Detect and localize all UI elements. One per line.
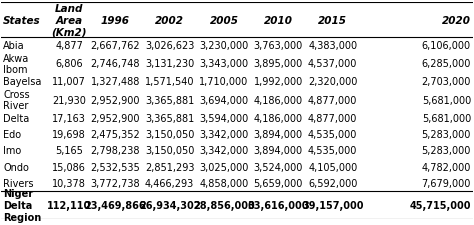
Text: 4,105,000: 4,105,000 [308,162,357,172]
Text: 3,894,000: 3,894,000 [254,146,303,156]
Text: 2,851,293: 2,851,293 [145,162,194,172]
Text: Edo: Edo [3,129,21,139]
Text: 26,934,302: 26,934,302 [139,200,201,210]
Text: 4,877,000: 4,877,000 [308,113,357,123]
Text: Cross
River: Cross River [3,89,30,111]
Text: 1996: 1996 [101,16,130,26]
Text: 11,007: 11,007 [52,77,86,87]
Text: 3,342,000: 3,342,000 [200,146,249,156]
Text: 33,616,000: 33,616,000 [247,200,309,210]
Text: 2,798,238: 2,798,238 [91,146,140,156]
Text: Ondo: Ondo [3,162,29,172]
Text: 4,186,000: 4,186,000 [254,95,303,105]
Text: States: States [3,16,41,26]
Text: Delta: Delta [3,113,29,123]
Text: 3,365,881: 3,365,881 [145,95,194,105]
Text: 2,952,900: 2,952,900 [91,113,140,123]
Text: 3,150,050: 3,150,050 [145,146,194,156]
Text: 3,343,000: 3,343,000 [200,59,248,69]
Text: 4,877,000: 4,877,000 [308,95,357,105]
Text: 3,594,000: 3,594,000 [200,113,249,123]
Text: 6,592,000: 6,592,000 [308,178,357,188]
Text: 4,535,000: 4,535,000 [308,129,357,139]
Text: Niger
Delta
Region: Niger Delta Region [3,189,41,222]
Text: Imo: Imo [3,146,21,156]
Text: 3,342,000: 3,342,000 [200,129,249,139]
Text: 6,106,000: 6,106,000 [422,41,471,51]
Text: 5,681,000: 5,681,000 [422,113,471,123]
Text: 2010: 2010 [264,16,293,26]
Text: 112,110: 112,110 [47,200,91,210]
Text: 7,679,000: 7,679,000 [421,178,471,188]
Text: 3,230,000: 3,230,000 [200,41,249,51]
Text: 2,703,000: 2,703,000 [421,77,471,87]
Text: 19,698: 19,698 [52,129,86,139]
Text: 2,746,748: 2,746,748 [91,59,140,69]
Text: 10,378: 10,378 [52,178,86,188]
Text: Bayelsa: Bayelsa [3,77,41,87]
Text: 21,930: 21,930 [52,95,86,105]
Text: 2,532,535: 2,532,535 [91,162,140,172]
Text: 2002: 2002 [155,16,184,26]
Text: 4,535,000: 4,535,000 [308,146,357,156]
Text: 23,469,866: 23,469,866 [84,200,146,210]
Text: 2015: 2015 [318,16,347,26]
Text: 6,806: 6,806 [55,59,83,69]
Text: 4,466,293: 4,466,293 [145,178,194,188]
Text: 4,537,000: 4,537,000 [308,59,357,69]
Text: 4,782,000: 4,782,000 [421,162,471,172]
Text: 1,571,540: 1,571,540 [145,77,194,87]
Text: 39,157,000: 39,157,000 [302,200,364,210]
Text: 3,694,000: 3,694,000 [200,95,248,105]
Text: 2,667,762: 2,667,762 [91,41,140,51]
Text: 3,894,000: 3,894,000 [254,129,303,139]
Text: 3,365,881: 3,365,881 [145,113,194,123]
Text: 17,163: 17,163 [52,113,86,123]
Text: 6,285,000: 6,285,000 [421,59,471,69]
Text: 5,283,000: 5,283,000 [421,146,471,156]
Text: Land
Area
(Km2): Land Area (Km2) [52,4,87,37]
Text: 3,150,050: 3,150,050 [145,129,194,139]
Text: 4,186,000: 4,186,000 [254,113,303,123]
Text: 3,131,230: 3,131,230 [145,59,194,69]
Text: 4,858,000: 4,858,000 [200,178,249,188]
Text: 3,524,000: 3,524,000 [254,162,303,172]
Text: 2,475,352: 2,475,352 [91,129,140,139]
Text: 5,681,000: 5,681,000 [422,95,471,105]
Text: Rivers: Rivers [3,178,34,188]
Text: 1,327,488: 1,327,488 [91,77,140,87]
Text: 2,320,000: 2,320,000 [308,77,357,87]
Text: 4,877: 4,877 [55,41,83,51]
Text: 3,772,738: 3,772,738 [91,178,140,188]
Text: 3,763,000: 3,763,000 [254,41,303,51]
Text: 5,659,000: 5,659,000 [254,178,303,188]
Text: 5,283,000: 5,283,000 [421,129,471,139]
Text: 5,165: 5,165 [55,146,83,156]
Text: Akwa
Ibom: Akwa Ibom [3,53,29,75]
Text: 2020: 2020 [442,16,471,26]
Text: 15,086: 15,086 [52,162,86,172]
Text: 28,856,000: 28,856,000 [193,200,255,210]
Text: 3,026,623: 3,026,623 [145,41,194,51]
Text: 1,992,000: 1,992,000 [254,77,303,87]
Text: 3,025,000: 3,025,000 [199,162,249,172]
Text: 2,952,900: 2,952,900 [91,95,140,105]
Text: 45,715,000: 45,715,000 [410,200,471,210]
Text: 4,383,000: 4,383,000 [308,41,357,51]
Text: 2005: 2005 [210,16,238,26]
Text: 1,710,000: 1,710,000 [200,77,249,87]
Text: Abia: Abia [3,41,25,51]
Text: 3,895,000: 3,895,000 [254,59,303,69]
